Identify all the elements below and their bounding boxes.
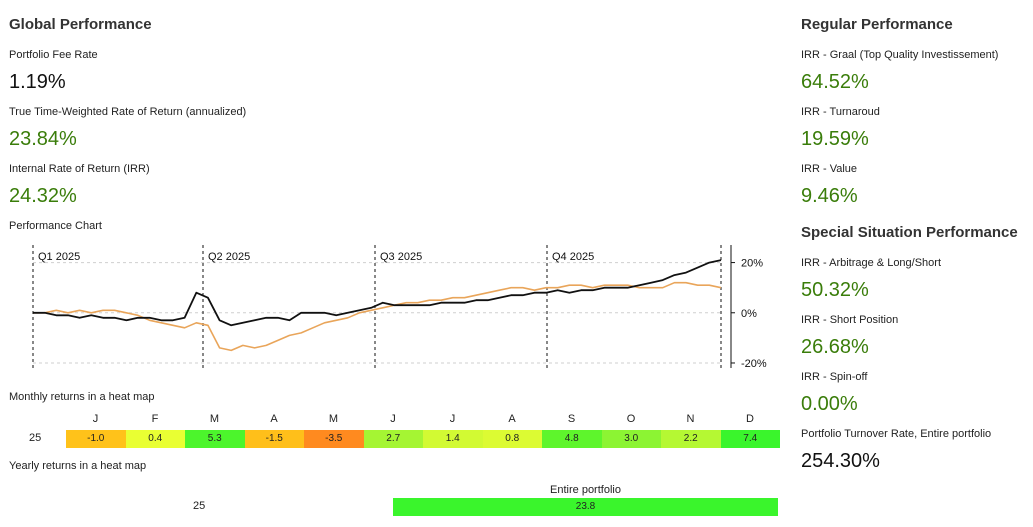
heatmap-cell: 4.8 bbox=[542, 430, 602, 448]
heatmap-cell: 0.4 bbox=[125, 430, 185, 448]
fee-rate-label: Portfolio Fee Rate bbox=[9, 49, 98, 61]
heatmap-cell: 0.8 bbox=[482, 430, 542, 448]
monthly-heatmap-label: Monthly returns in a heat map bbox=[9, 391, 155, 403]
heatmap-month-label: J bbox=[92, 413, 99, 425]
irr-arbitrage-value: 50.32% bbox=[801, 279, 869, 301]
irr-spinoff-value: 0.00% bbox=[801, 393, 858, 415]
heatmap-month-label: J bbox=[390, 413, 396, 425]
irr-turnaround-value: 19.59% bbox=[801, 128, 869, 150]
twr-label: True Time-Weighted Rate of Return (annua… bbox=[9, 106, 247, 118]
quarter-label: Q1 2025 bbox=[38, 251, 80, 263]
irr-graal-label: IRR - Graal (Top Quality Investissement) bbox=[801, 49, 999, 61]
heatmap-cell: 1.4 bbox=[423, 430, 483, 448]
heatmap-cell: -1.5 bbox=[244, 430, 304, 448]
heatmap-month-label: M bbox=[209, 413, 220, 425]
turnover-rate-label: Portfolio Turnover Rate, Entire portfoli… bbox=[801, 428, 992, 440]
heatmap-cell: 2.7 bbox=[363, 430, 423, 448]
irr-short-label: IRR - Short Position bbox=[801, 314, 899, 326]
heatmap-cell: -1.0 bbox=[66, 430, 126, 448]
heatmap-month-label: N bbox=[686, 413, 695, 425]
heatmap-month-label: J bbox=[449, 413, 456, 425]
global-performance-title: Global Performance bbox=[9, 16, 152, 33]
y-tick-label: -20% bbox=[741, 358, 767, 370]
yearly-heatmap-label: Yearly returns in a heat map bbox=[9, 460, 147, 472]
irr-turnaround-label: IRR - Turnaroud bbox=[801, 106, 880, 118]
heatmap-month-label: A bbox=[270, 413, 278, 425]
special-situation-title: Special Situation Performance bbox=[801, 224, 1018, 241]
heatmap-month-label: A bbox=[508, 413, 516, 425]
irr-spinoff-label: IRR - Spin-off bbox=[801, 371, 868, 383]
heatmap-year-label: 25 bbox=[29, 432, 42, 444]
heatmap-cell: 5.3 bbox=[185, 430, 245, 448]
performance-chart: Q1 2025 Q2 2025 Q3 2025 Q4 2025 20% 0% -20% bbox=[32, 245, 767, 370]
irr-value: 24.32% bbox=[9, 185, 77, 207]
y-tick-label: 20% bbox=[741, 258, 763, 270]
irr-value-label: IRR - Value bbox=[801, 163, 858, 175]
irr-graal-value: 64.52% bbox=[801, 71, 869, 93]
irr-arbitrage-label: IRR - Arbitrage & Long/Short bbox=[801, 257, 942, 269]
quarter-label: Q3 2025 bbox=[380, 251, 422, 263]
heatmap-month-label: M bbox=[328, 413, 339, 425]
turnover-rate-value: 254.30% bbox=[801, 450, 880, 472]
y-tick-label: 0% bbox=[741, 308, 757, 320]
heatmap-cell: 7.4 bbox=[720, 430, 780, 448]
heatmap-cell: 2.2 bbox=[661, 430, 721, 448]
heatmap-month-label: D bbox=[746, 413, 754, 425]
fee-rate-value: 1.19% bbox=[9, 71, 66, 93]
irr-short-value: 26.68% bbox=[801, 336, 869, 358]
portfolio-performance-line bbox=[33, 259, 722, 327]
yearly-column-label: Entire portfolio bbox=[550, 484, 621, 496]
twr-value: 23.84% bbox=[9, 128, 77, 150]
heatmap-month-label: O bbox=[626, 413, 636, 425]
irr-value-value: 9.46% bbox=[801, 185, 858, 207]
yearly-heatmap-cell: 23.8 bbox=[393, 498, 778, 516]
heatmap-month-label: S bbox=[567, 413, 576, 425]
quarter-label: Q4 2025 bbox=[552, 251, 594, 263]
benchmark-performance-line bbox=[33, 281, 722, 352]
yearly-year-label: 25 bbox=[193, 500, 206, 512]
irr-label: Internal Rate of Return (IRR) bbox=[9, 163, 150, 175]
performance-chart-label: Performance Chart bbox=[9, 220, 102, 232]
heatmap-month-label: F bbox=[151, 413, 159, 425]
heatmap-cell: 3.0 bbox=[601, 430, 661, 448]
regular-performance-title: Regular Performance bbox=[801, 16, 953, 33]
quarter-label: Q2 2025 bbox=[208, 251, 250, 263]
heatmap-cell: -3.5 bbox=[304, 430, 364, 448]
